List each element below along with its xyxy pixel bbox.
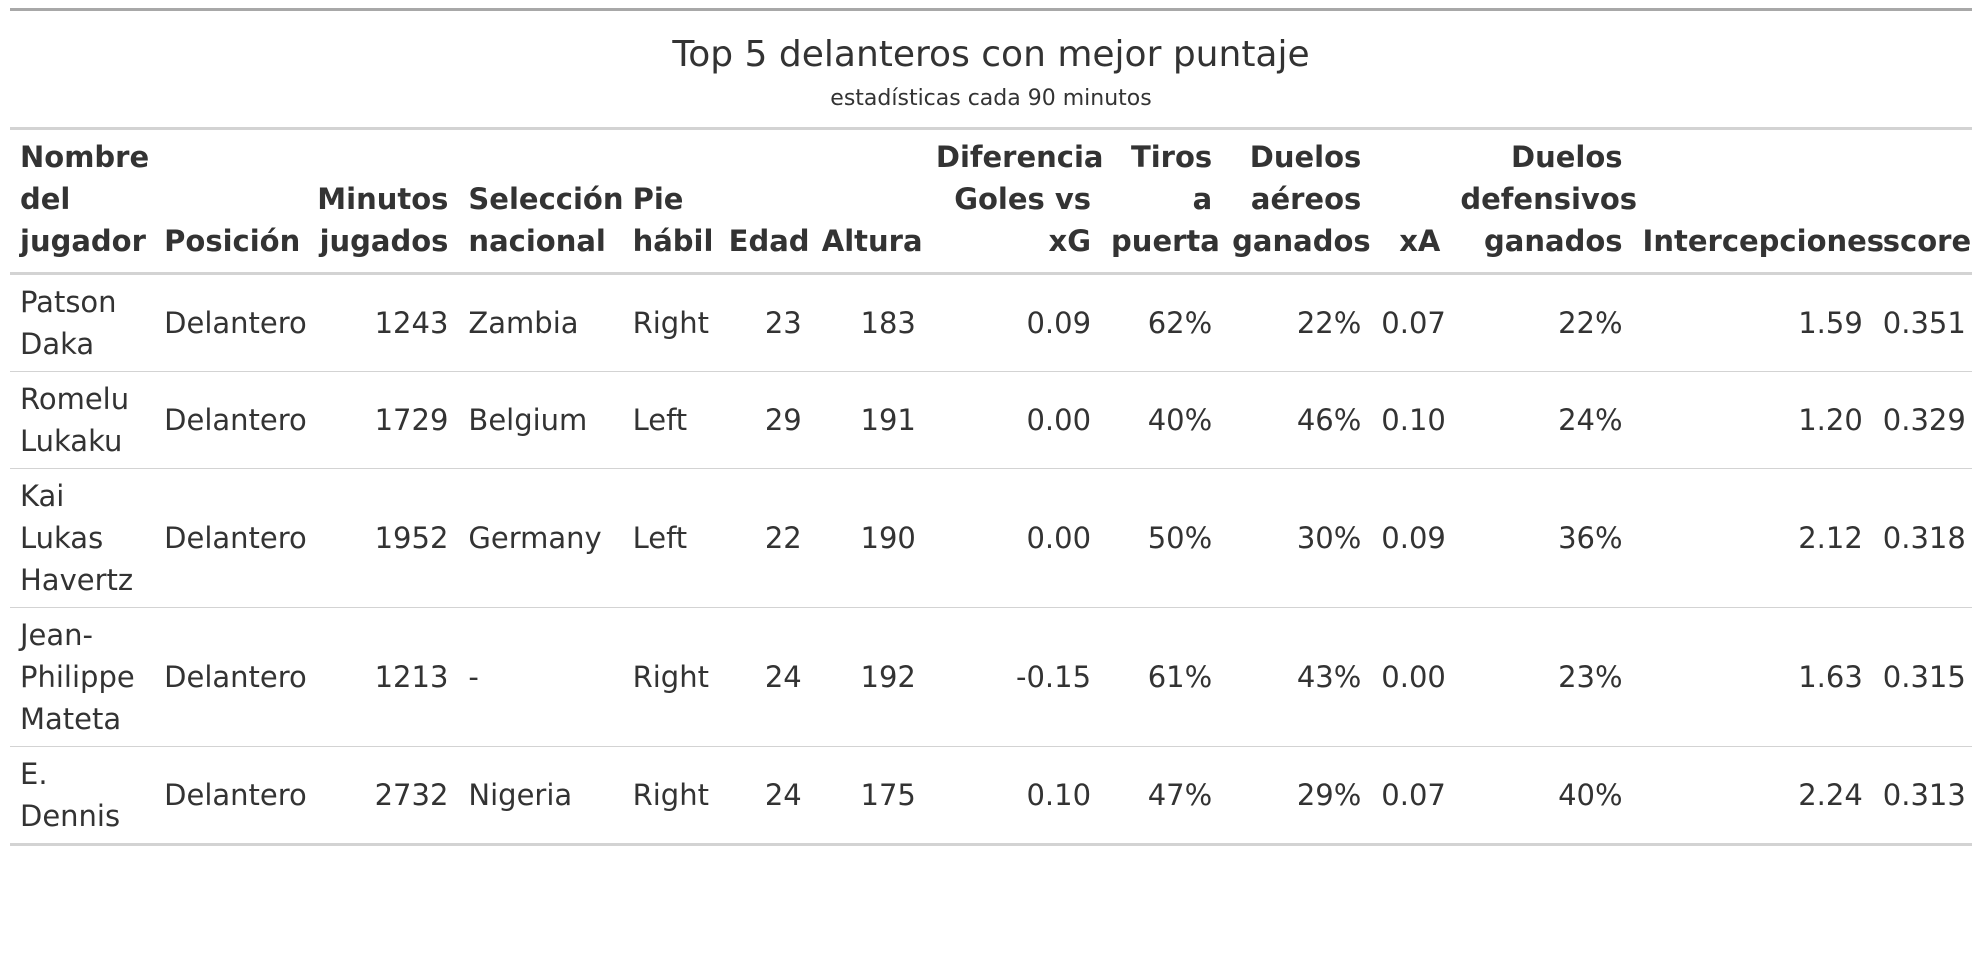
table-cell: Delantero: [154, 273, 307, 372]
table-cell: 0.09: [925, 273, 1102, 372]
column-header: Diferencia Goles vs xG: [925, 128, 1104, 275]
column-header: Selección nacional: [458, 128, 623, 275]
column-header: Intercepciones: [1632, 128, 1884, 275]
table-row: Kai Lukas Havertz Delantero 1952 Germany Lef…: [10, 468, 1972, 608]
table-cell: 1243: [306, 273, 459, 372]
table-cell: 192: [811, 607, 926, 747]
table-subtitle: estadísticas cada 90 minutos: [830, 86, 1152, 111]
table-cell: Left: [622, 468, 719, 608]
table-cell: 40%: [1450, 746, 1633, 845]
table-cell: Jean-Philippe Mateta: [10, 607, 155, 747]
table-cell: 22%: [1450, 273, 1633, 372]
table-cell: 0.07: [1371, 746, 1451, 845]
table-cell: Delantero: [154, 607, 307, 747]
table-cell: 1.20: [1632, 371, 1873, 469]
table-cell: 190: [811, 468, 926, 608]
table-cell: 50%: [1101, 468, 1223, 608]
table-cell: Patson Daka: [10, 273, 155, 372]
table-cell: 46%: [1222, 371, 1372, 469]
table-cell: Nigeria: [458, 746, 623, 845]
header-row: Nombre del jugador Posición Minutos jugado…: [10, 128, 1972, 275]
table-cell: Delantero: [154, 746, 307, 845]
table-cell: -: [458, 607, 623, 747]
table-cell: 29%: [1222, 746, 1372, 845]
table-cell: 0.315: [1872, 607, 1972, 747]
table-row: Patson Daka Delantero 1243 Zambia Right 23 183…: [10, 273, 1972, 372]
table-cell: 29: [718, 371, 812, 469]
table-cell: 0.10: [1371, 371, 1451, 469]
table-cell: 24: [718, 607, 812, 747]
table-cell: 2732: [306, 746, 459, 845]
table-cell: 1213: [306, 607, 459, 747]
table-row: E. Dennis Delantero 2732 Nigeria Right 24 175 0…: [10, 746, 1972, 845]
table-cell: 1952: [306, 468, 459, 608]
table-cell: 0.329: [1872, 371, 1972, 469]
table-cell: 2.24: [1632, 746, 1873, 845]
table-cell: 1729: [306, 371, 459, 469]
table-row: Romelu Lukaku Delantero 1729 Belgium Left 29 1…: [10, 371, 1972, 469]
table-cell: 62%: [1101, 273, 1223, 372]
table-cell: 36%: [1450, 468, 1633, 608]
table-cell: 1.63: [1632, 607, 1873, 747]
column-header: Tiros a puerta: [1101, 128, 1223, 275]
table-cell: Belgium: [458, 371, 623, 469]
table-cell: 0.318: [1872, 468, 1972, 608]
column-header: Posición: [154, 128, 307, 275]
table-cell: 2.12: [1632, 468, 1873, 608]
table-cell: E. Dennis: [10, 746, 155, 845]
table-cell: 30%: [1222, 468, 1372, 608]
table-cell: 24%: [1450, 371, 1633, 469]
table-cell: 0.09: [1371, 468, 1451, 608]
table-cell: 1.59: [1632, 273, 1873, 372]
table-cell: Romelu Lukaku: [10, 371, 155, 469]
table-cell: Right: [622, 607, 719, 747]
table-cell: 0.313: [1872, 746, 1972, 845]
table-cell: 22%: [1222, 273, 1372, 372]
table-cell: 61%: [1101, 607, 1223, 747]
data-table: Nombre del jugador Posición Minutos jugado…: [10, 127, 1972, 846]
table-cell: 0.07: [1371, 273, 1451, 372]
table-cell: Kai Lukas Havertz: [10, 468, 155, 608]
table-cell: 0.351: [1872, 273, 1972, 372]
table-cell: Left: [622, 371, 719, 469]
column-header: Edad: [718, 128, 812, 275]
table-cell: 0.00: [925, 468, 1102, 608]
column-header: Duelos aéreos ganados: [1222, 128, 1372, 275]
table-cell: Germany: [458, 468, 623, 608]
table-cell: Right: [622, 746, 719, 845]
table-cell: Delantero: [154, 468, 307, 608]
table-container: Top 5 delanteros con mejor puntaje estad…: [10, 8, 1972, 846]
table-cell: 24: [718, 746, 812, 845]
table-cell: 0.00: [1371, 607, 1451, 747]
table-cell: 43%: [1222, 607, 1372, 747]
table-cell: 0.10: [925, 746, 1102, 845]
column-header: Pie hábil: [622, 128, 719, 275]
table-cell: 22: [718, 468, 812, 608]
table-cell: 0.00: [925, 371, 1102, 469]
table-cell: 23%: [1450, 607, 1633, 747]
table-cell: 183: [811, 273, 926, 372]
column-header: Minutos jugados: [306, 128, 459, 275]
table-body: Patson Daka Delantero 1243 Zambia Right 23 183…: [10, 273, 1972, 845]
table-cell: 47%: [1101, 746, 1223, 845]
table-cell: -0.15: [925, 607, 1102, 747]
table-cell: 191: [811, 371, 926, 469]
table-cell: Zambia: [458, 273, 623, 372]
table-cell: 23: [718, 273, 812, 372]
table-cell: Delantero: [154, 371, 307, 469]
column-header: score: [1872, 128, 1972, 275]
table-cell: 175: [811, 746, 926, 845]
table-cell: 40%: [1101, 371, 1223, 469]
table-cell: Right: [622, 273, 719, 372]
column-header: Altura: [811, 128, 926, 275]
column-header: xA: [1371, 128, 1451, 275]
table-row: Jean-Philippe Mateta Delantero 1213- Right 2…: [10, 607, 1972, 747]
table-title: Top 5 delanteros con mejor puntaje: [672, 34, 1310, 75]
column-header: Duelos defensivos ganados: [1450, 128, 1637, 275]
column-header: Nombre del jugador: [10, 128, 155, 275]
